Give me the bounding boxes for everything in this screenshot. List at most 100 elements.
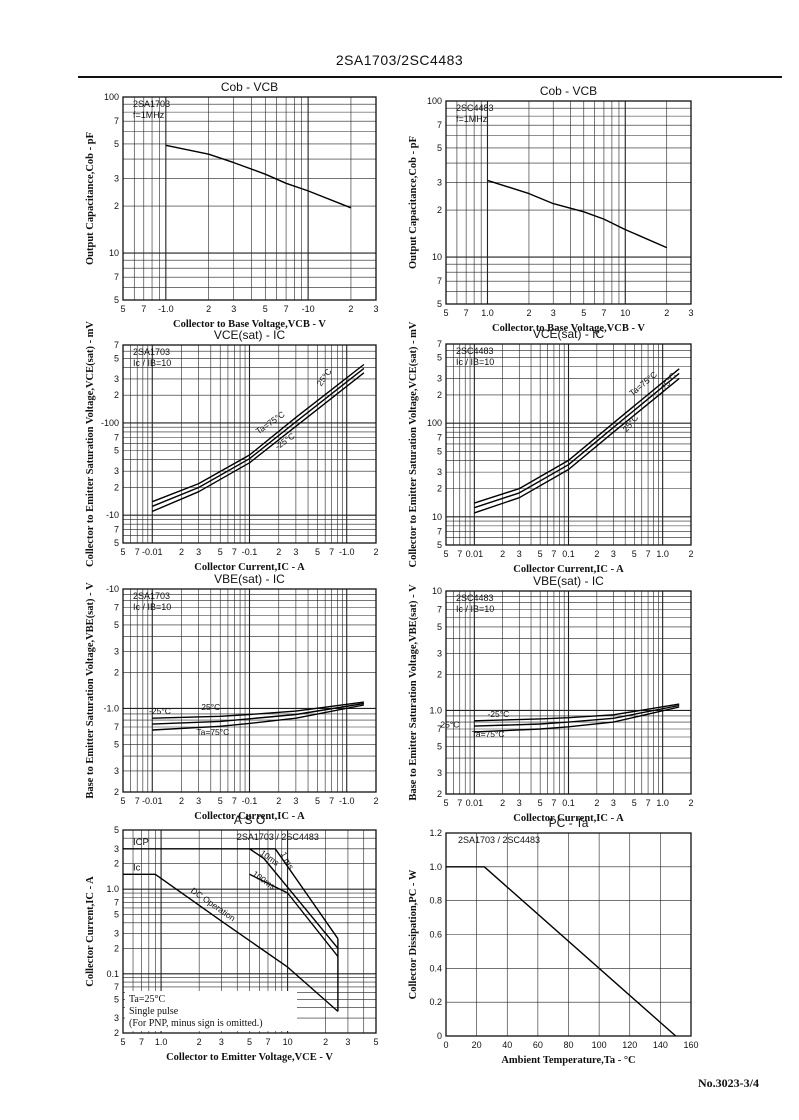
x-tick-label: 0 — [443, 1040, 448, 1050]
y-tick-label: 7 — [114, 432, 119, 442]
curve-label: 100ms — [251, 869, 278, 892]
y-tick-label: 5 — [114, 739, 119, 749]
chart-svg: 5 7 0.01 2 3 5 7 0.1 2 3 5 7 1.0 223571.0235710VBE(sa… — [408, 574, 694, 824]
x-tick-label: 0.1 — [562, 549, 575, 559]
x-tick-label: 1.0 — [656, 798, 669, 808]
chart-cob-vcb-2sa1703: 5 7 -1.0 2 3 5 7 -10 2 3 5 7 10 2 3 5 7 100 Cob - VCB Colle… — [53, 73, 406, 340]
x-tick-label: 7 — [646, 798, 651, 808]
plot-area: 5 7 0.01 2 3 5 7 0.1 2 3 5 7 1.0 223571.0235710VBE(sa… — [408, 574, 694, 824]
y-tick-label: 1.0 — [429, 862, 442, 872]
y-tick-label: 2 — [114, 1028, 119, 1038]
chart-title: A S O — [234, 813, 265, 827]
y-axis-label: Base to Emitter Saturation Voltage,VBE(s… — [408, 584, 419, 801]
chart-vcesat-ic-2sa1703: 5 7 -0.01 2 3 5 7 -0.1 2 3 5 7 -1.0 2 5 7 -10 2 3 5 7 -100 2 3 5… — [53, 321, 406, 583]
inner-label: 2SA1703 — [133, 591, 170, 601]
y-tick-label: 5 — [437, 446, 442, 456]
x-axis-label: Collector to Base Voltage,VCB - V — [492, 323, 645, 334]
series-line — [474, 706, 680, 733]
y-tick-label: 3 — [114, 766, 119, 776]
x-tick-label: 5 — [315, 796, 320, 806]
y-tick-label: -100 — [101, 418, 119, 428]
plot-area: 5 7 0.01 2 3 5 7 0.1 2 3 5 7 1.0 2571023571002357VCE(… — [408, 321, 694, 575]
y-tick-label: 5 — [114, 910, 119, 920]
plot-frame — [122, 829, 377, 1034]
y-tick-label: 0.6 — [429, 930, 442, 940]
series-line — [249, 873, 339, 957]
series-group — [123, 848, 339, 1012]
x-tick-label: 3 — [688, 308, 693, 318]
x-tick-label: 2 — [500, 798, 505, 808]
y-tick-label: 7 — [114, 340, 119, 350]
grid — [122, 96, 377, 301]
x-tick-label: 3 — [196, 796, 201, 806]
chart-title: VCE(sat) - IC — [214, 328, 286, 342]
x-tick-label: 7 — [139, 1037, 144, 1047]
x-tick-label: -0.1 — [242, 796, 258, 806]
x-tick-label: 7 — [551, 549, 556, 559]
x-tick-label: 1.0 — [155, 1037, 168, 1047]
plot-area: 5 7 -0.01 2 3 5 7 -0.1 2 3 5 7 -1.0 22357-1.02357-10V… — [85, 572, 379, 822]
y-tick-label: 5 — [114, 825, 119, 835]
grid — [122, 588, 377, 793]
inner-label: Ic / IB=10 — [133, 358, 171, 368]
chart-aso: 5 7 1.0 2 3 5 7 10 2 3 5 2 3 5 7 0.1 2 3 5 7 1.0 2 3 5 A S O Coll… — [53, 806, 406, 1073]
y-tick-label: 5 — [437, 353, 442, 363]
x-tick-label: 7 — [232, 547, 237, 557]
series-line — [152, 372, 365, 513]
plot-area: 5 7 1.0 2 3 5 7 10 2 3 5 7 10 2 3 5 7 100 Cob - VCB Collect… — [408, 84, 694, 334]
x-tick-label: 5 — [632, 798, 637, 808]
x-tick-label: 2 — [594, 798, 599, 808]
plot-frame — [122, 344, 377, 544]
chart-svg: 5 7 1.0 2 3 5 7 10 2 3 5 7 10 2 3 5 7 100 Cob - VCB Collect… — [408, 84, 694, 334]
grid — [445, 590, 692, 795]
x-tick-label: 5 — [247, 1037, 252, 1047]
y-axis-label: Output Capacitance,Cob - pF — [408, 136, 419, 269]
y-tick-label: 3 — [114, 466, 119, 476]
series-line — [165, 144, 352, 209]
series-line — [474, 704, 680, 727]
inner-label: 2SA1703 — [133, 347, 170, 357]
chart-pc-ta: 0 20 40 60 80 100 120 140 160 0 0.2 0.4 0.6 0.8 1.0 1.2… — [376, 809, 721, 1076]
x-axis-label: Collector Current,IC - A — [513, 813, 624, 824]
chart-title: VBE(sat) - IC — [214, 572, 285, 586]
x-tick-label: 80 — [563, 1040, 573, 1050]
plot-frame — [445, 590, 692, 795]
x-tick-label: 2 — [179, 796, 184, 806]
x-tick-label: 5 — [315, 547, 320, 557]
y-tick-label: 2 — [114, 787, 119, 797]
y-axis-label: Base to Emitter Saturation Voltage,VBE(s… — [85, 582, 96, 799]
y-tick-label: 7 — [437, 605, 442, 615]
y-tick-label: 100 — [427, 418, 442, 428]
chart-cob-vcb-2sc4483: 5 7 1.0 2 3 5 7 10 2 3 5 7 10 2 3 5 7 100 Cob - VCB Collect… — [376, 77, 721, 344]
y-tick-label: 7 — [114, 116, 119, 126]
x-tick-label: 100 — [592, 1040, 607, 1050]
y-tick-label: 7 — [437, 724, 442, 734]
x-tick-label: 5 — [120, 304, 125, 314]
series-group — [474, 703, 680, 733]
grid — [445, 100, 692, 305]
series-group — [446, 866, 677, 1037]
y-tick-label: 3 — [114, 374, 119, 384]
icp-label: ICP — [133, 837, 149, 848]
y-tick-label: 3 — [437, 178, 442, 188]
curve-label: Ta=75°C — [196, 727, 229, 737]
x-tick-label: 2 — [348, 304, 353, 314]
inner-label: 2SC4483 — [456, 346, 494, 356]
series-line — [152, 363, 365, 503]
y-tick-label: -1.0 — [103, 703, 119, 713]
x-tick-label: 7 — [329, 796, 334, 806]
x-tick-label: -1.0 — [339, 547, 355, 557]
curve-label: 1 ms — [279, 850, 296, 871]
plot-frame — [122, 588, 377, 793]
x-tick-label: 2 — [276, 547, 281, 557]
bottom-label: Ta=25°C — [129, 994, 165, 1005]
series-group — [165, 144, 352, 209]
bottom-label: Single pulse — [129, 1006, 179, 1017]
chart-vbesat-ic-2sa1703: 5 7 -0.01 2 3 5 7 -0.1 2 3 5 7 -1.0 2 2 3 5 7 -1.0 2 3 5 7 -10 V… — [53, 565, 406, 832]
y-tick-label: 10 — [432, 512, 442, 522]
plot-area: 5 7 -1.0 2 3 5 7 -10 2 3 5 7 10 2 3 5 7 100 Cob - VCB Colle… — [85, 80, 379, 330]
y-tick-label: 3 — [114, 928, 119, 938]
x-tick-label: 2 — [373, 796, 378, 806]
x-tick-label: 5 — [538, 549, 543, 559]
y-tick-label: 7 — [114, 603, 119, 613]
